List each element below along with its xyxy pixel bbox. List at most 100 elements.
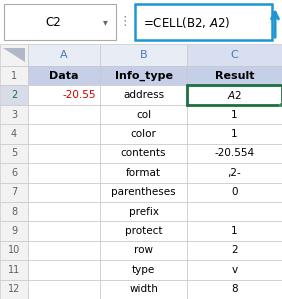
Text: ▾: ▾: [103, 17, 107, 27]
Text: =CELL(B2, $A$2): =CELL(B2, $A$2): [143, 14, 230, 30]
Bar: [187, 202, 282, 221]
Text: width: width: [129, 284, 158, 294]
Text: $A$2: $A$2: [227, 89, 242, 101]
Text: 1: 1: [231, 109, 238, 120]
Text: contents: contents: [121, 148, 166, 158]
Bar: [100, 260, 187, 280]
Bar: [0, 260, 28, 280]
Bar: [0, 86, 28, 105]
Text: format: format: [126, 168, 161, 178]
Text: Data: Data: [49, 71, 79, 81]
Bar: [100, 221, 187, 241]
Bar: [28, 202, 100, 221]
Polygon shape: [3, 48, 25, 62]
Bar: [187, 241, 282, 260]
Text: ,2-: ,2-: [228, 168, 241, 178]
Text: type: type: [132, 265, 155, 275]
Text: row: row: [134, 245, 153, 255]
Bar: [187, 124, 282, 144]
Text: 5: 5: [11, 148, 17, 158]
Bar: [0, 182, 28, 202]
Bar: [28, 182, 100, 202]
Bar: [28, 163, 100, 182]
Bar: [100, 202, 187, 221]
Bar: [100, 241, 187, 260]
Bar: [187, 280, 282, 299]
Bar: [28, 105, 100, 124]
Bar: [28, 44, 100, 66]
Bar: [187, 86, 282, 105]
Text: 10: 10: [8, 245, 20, 255]
Text: -20.554: -20.554: [214, 148, 255, 158]
Text: ⋮: ⋮: [119, 16, 131, 28]
Text: 6: 6: [11, 168, 17, 178]
Text: color: color: [131, 129, 157, 139]
Bar: [28, 66, 100, 86]
Bar: [187, 86, 282, 105]
Bar: [187, 221, 282, 241]
Bar: [0, 202, 28, 221]
Text: protect: protect: [125, 226, 162, 236]
Bar: [28, 144, 100, 163]
Text: 3: 3: [11, 109, 17, 120]
Text: 8: 8: [231, 284, 238, 294]
Bar: [135, 4, 272, 40]
Text: prefix: prefix: [129, 207, 158, 216]
Text: 0: 0: [231, 187, 238, 197]
Bar: [100, 105, 187, 124]
Bar: [28, 124, 100, 144]
Bar: [28, 241, 100, 260]
Bar: [28, 260, 100, 280]
Bar: [0, 163, 28, 182]
Bar: [280, 103, 282, 107]
Text: Result: Result: [215, 71, 254, 81]
Text: col: col: [136, 109, 151, 120]
Bar: [187, 144, 282, 163]
Bar: [28, 221, 100, 241]
Bar: [100, 144, 187, 163]
Text: 11: 11: [8, 265, 20, 275]
Bar: [100, 280, 187, 299]
Bar: [0, 124, 28, 144]
Bar: [187, 163, 282, 182]
Bar: [187, 105, 282, 124]
Bar: [100, 163, 187, 182]
Bar: [0, 44, 28, 66]
Bar: [187, 182, 282, 202]
Text: 1: 1: [231, 129, 238, 139]
Bar: [187, 44, 282, 66]
Bar: [0, 241, 28, 260]
Text: -20.55: -20.55: [63, 90, 96, 100]
Text: parentheses: parentheses: [111, 187, 176, 197]
Text: 8: 8: [11, 207, 17, 216]
Text: B: B: [140, 50, 147, 60]
Text: C2: C2: [45, 16, 61, 28]
Bar: [0, 144, 28, 163]
Bar: [100, 124, 187, 144]
Bar: [28, 86, 100, 105]
Bar: [187, 260, 282, 280]
Text: Info_type: Info_type: [114, 71, 173, 81]
Bar: [4, 4, 116, 40]
Text: 4: 4: [11, 129, 17, 139]
Text: 2: 2: [11, 90, 17, 100]
Text: 2: 2: [231, 245, 238, 255]
Bar: [187, 66, 282, 86]
Bar: [100, 182, 187, 202]
Text: C: C: [231, 50, 238, 60]
Text: 1: 1: [11, 71, 17, 81]
Bar: [0, 221, 28, 241]
Bar: [100, 44, 187, 66]
Text: 1: 1: [231, 226, 238, 236]
Text: A: A: [60, 50, 68, 60]
Bar: [100, 86, 187, 105]
Bar: [100, 66, 187, 86]
Bar: [0, 280, 28, 299]
Text: v: v: [232, 265, 237, 275]
Text: 7: 7: [11, 187, 17, 197]
Text: 12: 12: [8, 284, 20, 294]
Bar: [28, 280, 100, 299]
Text: address: address: [123, 90, 164, 100]
Bar: [0, 105, 28, 124]
Text: 9: 9: [11, 226, 17, 236]
